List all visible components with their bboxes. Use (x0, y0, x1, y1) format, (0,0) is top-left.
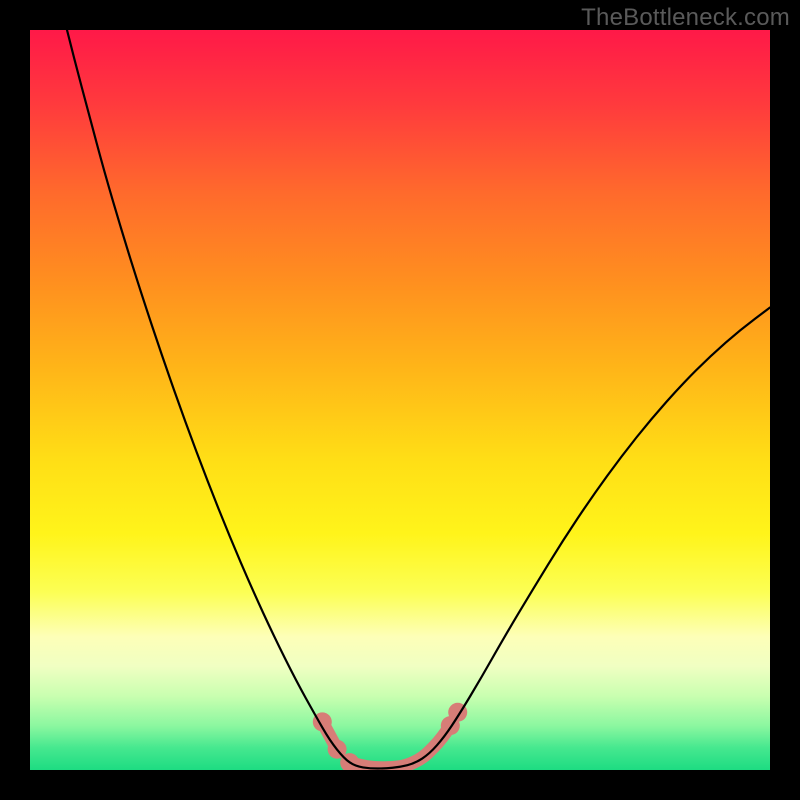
chart-svg (30, 30, 770, 770)
watermark-text: TheBottleneck.com (581, 4, 790, 32)
plot-area (30, 30, 770, 770)
gradient-background (30, 30, 770, 770)
chart-frame: TheBottleneck.com (0, 0, 800, 800)
